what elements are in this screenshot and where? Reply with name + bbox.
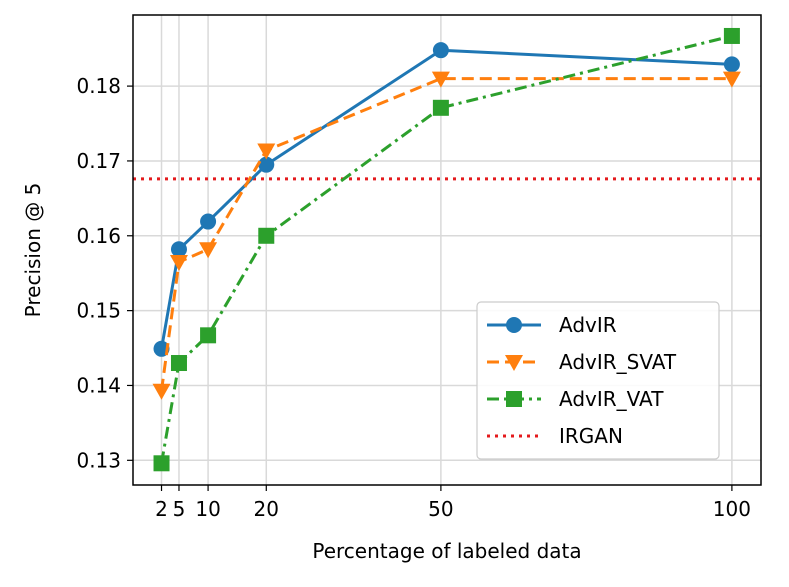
- legend: AdvIR AdvIR_SVAT AdvIR_VAT IRGAN: [476, 301, 720, 460]
- data-point-advir: [170, 241, 187, 258]
- series-line-advir: [160, 48, 732, 350]
- data-point-advir-vat: [170, 355, 187, 372]
- y-axis: 0.13 0.14 0.15 0.16 0.17 0.18: [76, 74, 133, 472]
- x-axis-label: Percentage of labeled data: [312, 539, 581, 563]
- y-tick-label: 0.15: [76, 299, 121, 323]
- series-line-advir-vat: [160, 34, 733, 464]
- x-axis: 2 5 10 20 50 100: [155, 485, 751, 521]
- data-point-advir-vat: [432, 99, 449, 116]
- y-tick-label: 0.14: [76, 373, 121, 397]
- legend-label-advir-vat: AdvIR_VAT: [559, 387, 664, 411]
- y-tick-label: 0.18: [76, 74, 121, 98]
- y-tick-label: 0.16: [76, 224, 121, 248]
- data-point-advir: [723, 56, 740, 73]
- legend-marker-advir: [506, 317, 522, 333]
- data-point-advir-svat: [257, 143, 276, 160]
- legend-label-advir-svat: AdvIR_SVAT: [559, 350, 677, 374]
- data-point-advir-svat: [431, 71, 450, 88]
- series-advir-svat: [152, 71, 741, 400]
- data-point-advir-vat: [200, 327, 217, 344]
- data-point-advir-vat: [723, 27, 740, 44]
- data-point-advir-svat: [199, 242, 218, 259]
- data-point-advir-vat: [258, 227, 275, 244]
- y-tick-label: 0.13: [76, 448, 121, 472]
- x-tick-label: 20: [254, 497, 279, 521]
- plot-frame: [132, 14, 762, 486]
- x-tick-label: 2: [155, 497, 168, 521]
- data-point-advir-svat: [722, 71, 741, 88]
- series-advir-vat: [153, 27, 740, 472]
- legend-label-advir: AdvIR: [559, 313, 617, 337]
- series-group: [152, 27, 741, 472]
- data-point-advir: [258, 156, 275, 173]
- legend-label-irgan: IRGAN: [559, 424, 623, 448]
- data-point-advir-svat: [169, 254, 188, 271]
- x-tick-label: 5: [173, 497, 186, 521]
- data-point-advir: [200, 213, 217, 230]
- y-tick-label: 0.17: [76, 149, 121, 173]
- series-line-advir-svat: [160, 77, 732, 391]
- data-point-advir: [432, 42, 449, 59]
- legend-marker-advir-vat: [506, 391, 522, 407]
- x-tick-label: 50: [428, 497, 453, 521]
- y-axis-label: Precision @ 5: [21, 183, 45, 318]
- legend-marker-advir-svat: [505, 355, 523, 371]
- x-tick-label: 10: [195, 497, 220, 521]
- data-point-advir-vat: [153, 455, 170, 472]
- legend-box: [476, 301, 720, 460]
- x-tick-label: 100: [713, 497, 751, 521]
- data-point-advir-svat: [152, 383, 171, 400]
